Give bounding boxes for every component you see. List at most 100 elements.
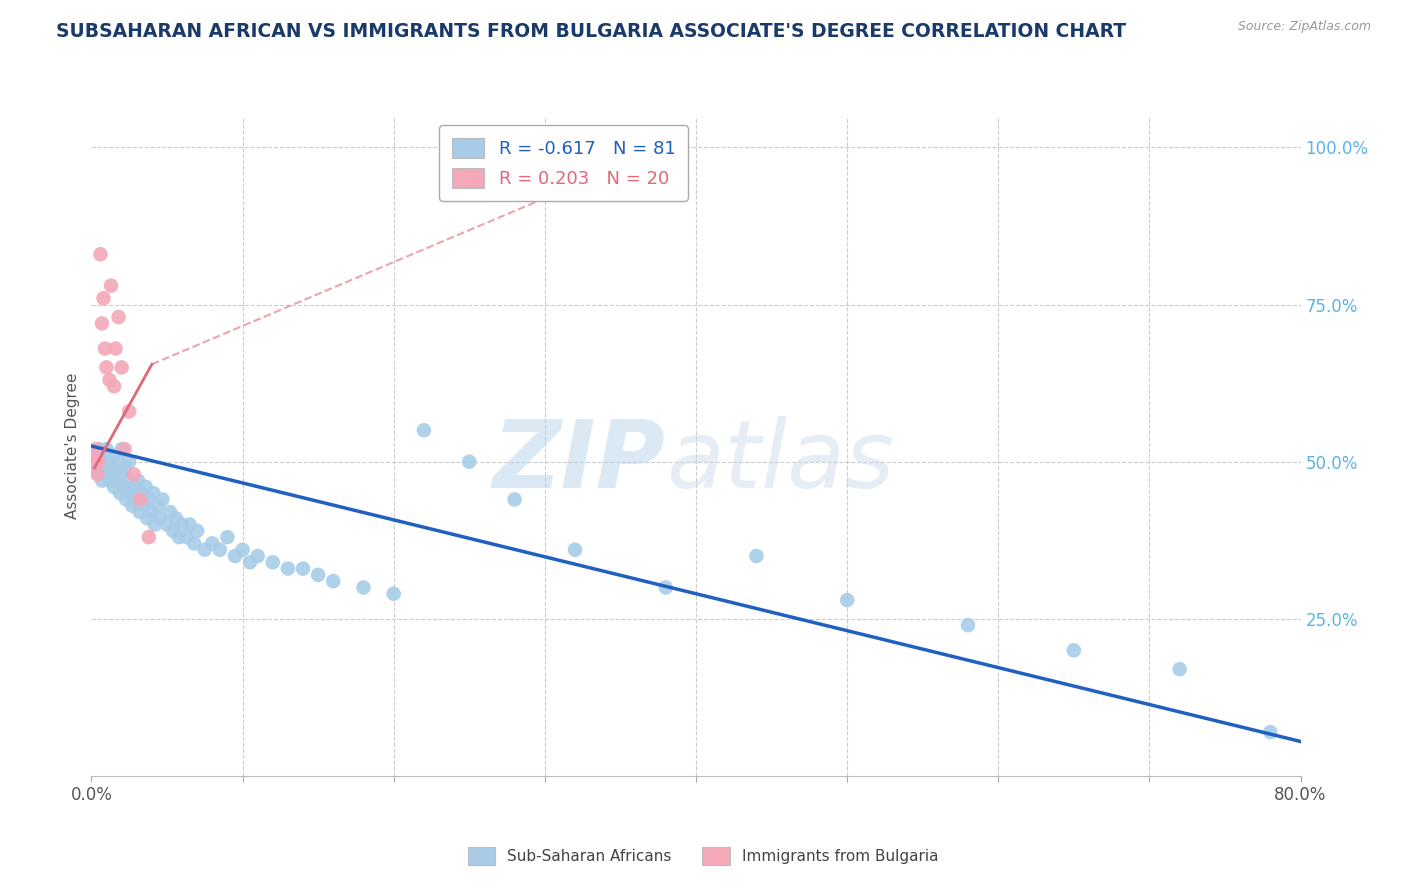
Point — [108, 486, 131, 500]
Point — [167, 530, 190, 544]
Point — [564, 542, 586, 557]
Point — [146, 499, 169, 513]
Point — [122, 480, 145, 494]
Point — [179, 517, 201, 532]
Point — [956, 618, 979, 632]
Point — [231, 542, 253, 557]
Point — [103, 379, 125, 393]
Point — [89, 247, 111, 261]
Point — [117, 474, 139, 488]
Point — [152, 492, 174, 507]
Text: Source: ZipAtlas.com: Source: ZipAtlas.com — [1237, 20, 1371, 33]
Point — [87, 442, 110, 457]
Point — [458, 455, 481, 469]
Point — [217, 530, 239, 544]
Point — [91, 474, 114, 488]
Point — [83, 455, 105, 469]
Point — [127, 474, 149, 488]
Point — [98, 474, 121, 488]
Point — [86, 467, 108, 482]
Legend: R = -0.617   N = 81, R = 0.203   N = 20: R = -0.617 N = 81, R = 0.203 N = 20 — [439, 125, 688, 201]
Point — [201, 536, 224, 550]
Point — [138, 530, 160, 544]
Point — [100, 455, 122, 469]
Point — [84, 461, 107, 475]
Point — [87, 455, 110, 469]
Point — [94, 342, 117, 356]
Point — [96, 360, 118, 375]
Point — [277, 561, 299, 575]
Point — [84, 442, 107, 457]
Point — [165, 511, 187, 525]
Point — [183, 536, 205, 550]
Point — [118, 404, 141, 418]
Point — [107, 310, 129, 325]
Point — [100, 278, 122, 293]
Point — [194, 542, 217, 557]
Point — [208, 542, 231, 557]
Point — [104, 342, 127, 356]
Point — [159, 505, 181, 519]
Point — [143, 517, 166, 532]
Point — [115, 492, 138, 507]
Point — [134, 499, 156, 513]
Point — [307, 567, 329, 582]
Point — [138, 492, 160, 507]
Point — [87, 467, 110, 482]
Point — [101, 461, 124, 475]
Point — [128, 492, 150, 507]
Point — [322, 574, 344, 589]
Point — [93, 291, 115, 305]
Point — [262, 555, 284, 569]
Point — [239, 555, 262, 569]
Point — [148, 511, 170, 525]
Point — [105, 474, 128, 488]
Point — [142, 486, 165, 500]
Point — [103, 480, 125, 494]
Point — [186, 524, 208, 538]
Point — [503, 492, 526, 507]
Point — [114, 442, 136, 457]
Point — [91, 317, 114, 331]
Point — [246, 549, 269, 563]
Point — [94, 455, 117, 469]
Point — [86, 449, 108, 463]
Y-axis label: Associate's Degree: Associate's Degree — [65, 373, 80, 519]
Point — [292, 561, 315, 575]
Point — [112, 480, 135, 494]
Point — [107, 455, 129, 469]
Point — [745, 549, 768, 563]
Point — [162, 524, 184, 538]
Point — [835, 593, 858, 607]
Text: ZIP: ZIP — [494, 416, 665, 508]
Point — [125, 492, 148, 507]
Point — [1063, 643, 1085, 657]
Point — [1168, 662, 1191, 676]
Point — [104, 467, 127, 482]
Point — [118, 486, 141, 500]
Point — [111, 467, 132, 482]
Point — [224, 549, 246, 563]
Point — [136, 511, 159, 525]
Point — [111, 442, 132, 457]
Point — [89, 455, 111, 469]
Point — [111, 360, 132, 375]
Text: SUBSAHARAN AFRICAN VS IMMIGRANTS FROM BULGARIA ASSOCIATE'S DEGREE CORRELATION CH: SUBSAHARAN AFRICAN VS IMMIGRANTS FROM BU… — [56, 22, 1126, 41]
Point — [83, 455, 105, 469]
Point — [141, 505, 163, 519]
Point — [103, 449, 125, 463]
Point — [91, 449, 114, 463]
Point — [1260, 725, 1282, 739]
Legend: Sub-Saharan Africans, Immigrants from Bulgaria: Sub-Saharan Africans, Immigrants from Bu… — [461, 841, 945, 871]
Point — [96, 442, 118, 457]
Point — [98, 373, 121, 387]
Point — [654, 581, 676, 595]
Point — [352, 581, 374, 595]
Point — [118, 455, 141, 469]
Text: atlas: atlas — [665, 417, 894, 508]
Point — [176, 530, 198, 544]
Point — [96, 467, 118, 482]
Point — [413, 423, 436, 437]
Point — [93, 461, 115, 475]
Point — [135, 480, 157, 494]
